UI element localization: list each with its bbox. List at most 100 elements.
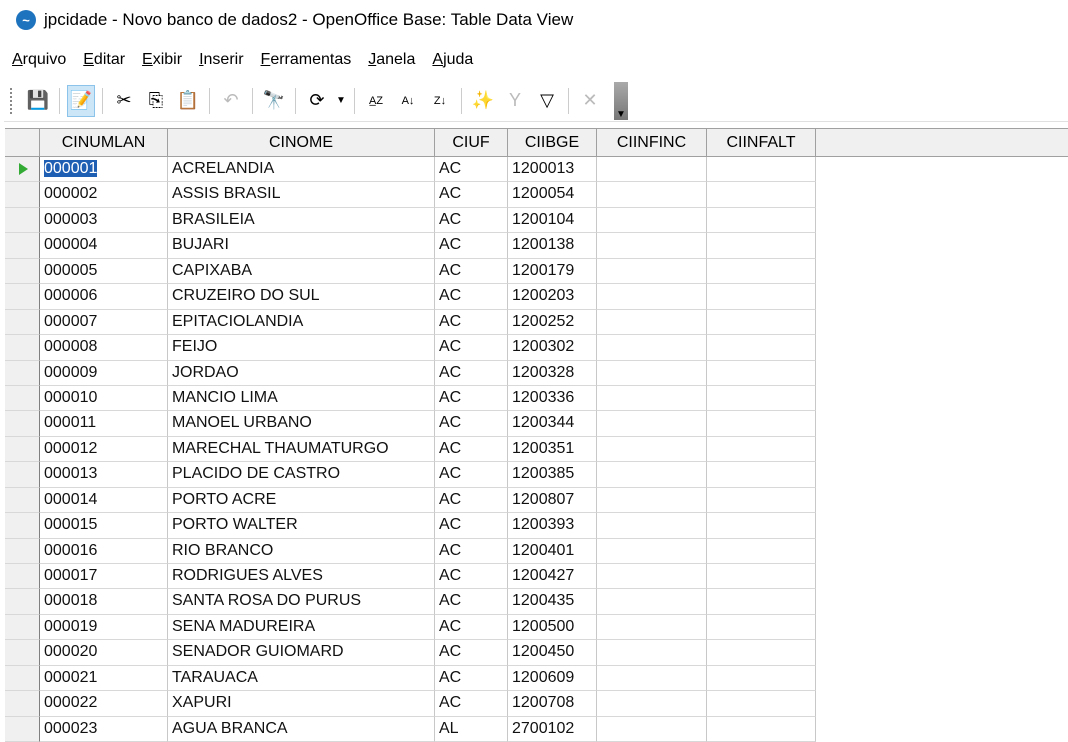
cell-ciinfinc[interactable] xyxy=(597,207,707,234)
cell-ciibge[interactable]: 1200807 xyxy=(508,487,597,514)
menu-editar[interactable]: Editar xyxy=(83,51,126,68)
cut-icon[interactable]: ✂ xyxy=(116,90,132,110)
cell-cinome[interactable]: CAPIXABA xyxy=(168,258,435,285)
cell-ciinfinc[interactable] xyxy=(597,513,707,539)
cell-ciuf[interactable]: AC xyxy=(435,335,508,361)
cell-cinome[interactable]: TARAUACA xyxy=(168,665,435,692)
row-header[interactable] xyxy=(5,589,40,615)
cell-ciinfinc[interactable] xyxy=(597,538,707,564)
cell-ciibge[interactable]: 1200393 xyxy=(508,513,597,539)
menu-inserir[interactable]: Inserir xyxy=(199,51,244,68)
cell-ciibge[interactable]: 1200708 xyxy=(508,691,597,717)
cell-cinumlan[interactable]: 000014 xyxy=(40,487,168,514)
refresh-icon[interactable]: ⟳ xyxy=(309,90,325,110)
cell-ciinfalt[interactable] xyxy=(707,233,816,259)
cell-ciinfalt[interactable] xyxy=(707,462,816,488)
cell-ciibge[interactable]: 2700102 xyxy=(508,716,597,742)
column-header-ciuf[interactable]: CIUF xyxy=(435,129,508,156)
cell-ciinfalt[interactable] xyxy=(707,589,816,615)
cell-ciuf[interactable]: AC xyxy=(435,614,508,641)
column-header-cinome[interactable]: CINOME xyxy=(168,129,435,156)
cell-ciuf[interactable]: AC xyxy=(435,513,508,539)
cell-ciinfalt[interactable] xyxy=(707,538,816,564)
sort-descending-icon[interactable]: Z↓ xyxy=(433,94,447,107)
cell-ciuf[interactable]: AC xyxy=(435,207,508,234)
column-header-ciibge[interactable]: CIIBGE xyxy=(508,129,597,156)
cell-ciinfalt[interactable] xyxy=(707,487,816,514)
cell-ciibge[interactable]: 1200435 xyxy=(508,589,597,615)
row-header[interactable] xyxy=(5,335,40,361)
cell-ciinfalt[interactable] xyxy=(707,385,816,412)
cell-ciibge[interactable]: 1200344 xyxy=(508,411,597,437)
row-header[interactable] xyxy=(5,640,40,666)
cell-cinumlan[interactable]: 000003 xyxy=(40,207,168,234)
toolbar-grip[interactable] xyxy=(10,87,14,114)
cell-ciinfalt[interactable] xyxy=(707,665,816,692)
menu-ferramentas[interactable]: Ferramentas xyxy=(260,51,352,68)
column-header-ciinfinc[interactable]: CIINFINC xyxy=(597,129,707,156)
row-header[interactable] xyxy=(5,487,40,514)
cell-cinome[interactable]: BRASILEIA xyxy=(168,207,435,234)
row-header[interactable] xyxy=(5,157,40,183)
cell-cinome[interactable]: SENADOR GUIOMARD xyxy=(168,640,435,666)
column-header-cinumlan[interactable]: CINUMLAN xyxy=(40,129,168,156)
cell-ciibge[interactable]: 1200609 xyxy=(508,665,597,692)
cell-ciinfalt[interactable] xyxy=(707,284,816,310)
cell-ciuf[interactable]: AC xyxy=(435,360,508,386)
cell-cinumlan[interactable]: 000018 xyxy=(40,589,168,615)
cell-cinome[interactable]: MANCIO LIMA xyxy=(168,385,435,412)
cell-ciinfinc[interactable] xyxy=(597,487,707,514)
cell-cinumlan[interactable]: 000009 xyxy=(40,360,168,386)
cell-cinumlan[interactable]: 000019 xyxy=(40,614,168,641)
row-header[interactable] xyxy=(5,258,40,285)
cell-ciuf[interactable]: AC xyxy=(435,538,508,564)
cell-ciuf[interactable]: AC xyxy=(435,385,508,412)
cell-cinome[interactable]: MANOEL URBANO xyxy=(168,411,435,437)
cell-ciibge[interactable]: 1200302 xyxy=(508,335,597,361)
cell-ciuf[interactable]: AC xyxy=(435,284,508,310)
cell-cinome[interactable]: ASSIS BRASIL xyxy=(168,182,435,208)
row-header[interactable] xyxy=(5,385,40,412)
cell-ciibge[interactable]: 1200500 xyxy=(508,614,597,641)
row-header[interactable] xyxy=(5,360,40,386)
cell-cinumlan[interactable]: 000015 xyxy=(40,513,168,539)
cell-ciinfalt[interactable] xyxy=(707,614,816,641)
cell-ciinfalt[interactable] xyxy=(707,335,816,361)
cell-ciibge[interactable]: 1200450 xyxy=(508,640,597,666)
row-header[interactable] xyxy=(5,513,40,539)
cell-cinumlan[interactable]: 000011 xyxy=(40,411,168,437)
cell-ciinfinc[interactable] xyxy=(597,385,707,412)
row-header[interactable] xyxy=(5,411,40,437)
cell-ciinfalt[interactable] xyxy=(707,411,816,437)
cell-cinumlan[interactable]: 000013 xyxy=(40,462,168,488)
cell-ciinfinc[interactable] xyxy=(597,335,707,361)
cell-cinome[interactable]: FEIJO xyxy=(168,335,435,361)
cell-ciuf[interactable]: AC xyxy=(435,182,508,208)
cell-ciinfalt[interactable] xyxy=(707,436,816,463)
cell-ciinfinc[interactable] xyxy=(597,665,707,692)
cell-ciuf[interactable]: AC xyxy=(435,564,508,590)
cell-cinome[interactable]: PLACIDO DE CASTRO xyxy=(168,462,435,488)
cell-ciibge[interactable]: 1200385 xyxy=(508,462,597,488)
cell-cinumlan[interactable]: 000017 xyxy=(40,564,168,590)
cell-ciuf[interactable]: AC xyxy=(435,665,508,692)
remove-filter-icon[interactable]: ✕ xyxy=(582,90,598,110)
cell-cinome[interactable]: AGUA BRANCA xyxy=(168,716,435,742)
cell-ciuf[interactable]: AC xyxy=(435,258,508,285)
menu-ajuda[interactable]: Ajuda xyxy=(432,51,474,68)
cell-ciinfinc[interactable] xyxy=(597,411,707,437)
row-header[interactable] xyxy=(5,207,40,234)
cell-cinome[interactable]: RODRIGUES ALVES xyxy=(168,564,435,590)
row-header[interactable] xyxy=(5,436,40,463)
cell-ciinfinc[interactable] xyxy=(597,258,707,285)
cell-cinumlan[interactable]: 000005 xyxy=(40,258,168,285)
undo-icon[interactable]: ↶ xyxy=(223,90,239,110)
cell-cinome[interactable]: PORTO ACRE xyxy=(168,487,435,514)
cell-cinome[interactable]: SENA MADUREIRA xyxy=(168,614,435,641)
cell-cinumlan[interactable]: 000016 xyxy=(40,538,168,564)
cell-cinumlan[interactable]: 000010 xyxy=(40,385,168,412)
toolbar-overflow-button[interactable]: ▼ xyxy=(614,81,628,120)
cell-ciinfinc[interactable] xyxy=(597,640,707,666)
cell-ciinfinc[interactable] xyxy=(597,360,707,386)
row-header[interactable] xyxy=(5,233,40,259)
